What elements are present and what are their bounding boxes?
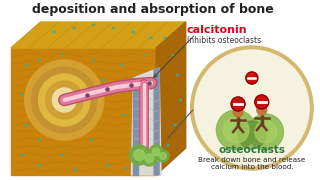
Circle shape — [195, 50, 309, 166]
Circle shape — [149, 145, 163, 159]
Polygon shape — [156, 22, 186, 175]
Circle shape — [238, 121, 266, 149]
Polygon shape — [11, 48, 156, 175]
Circle shape — [157, 150, 169, 162]
Circle shape — [130, 145, 149, 165]
Circle shape — [52, 88, 76, 112]
Text: deposition and absorption of bone: deposition and absorption of bone — [32, 3, 274, 15]
Polygon shape — [133, 78, 138, 175]
Circle shape — [255, 121, 276, 143]
Circle shape — [160, 153, 166, 159]
Circle shape — [216, 110, 256, 150]
Text: calcitonin: calcitonin — [186, 25, 247, 35]
Text: osteoclasts: osteoclasts — [218, 145, 285, 155]
Polygon shape — [132, 68, 161, 175]
Circle shape — [255, 95, 269, 109]
Circle shape — [248, 114, 284, 150]
Circle shape — [145, 154, 154, 162]
Polygon shape — [154, 68, 159, 175]
Circle shape — [246, 72, 258, 84]
Circle shape — [191, 46, 313, 170]
Circle shape — [223, 117, 249, 143]
Circle shape — [152, 148, 160, 156]
Circle shape — [233, 107, 243, 117]
Text: Inhibits osteoclasts: Inhibits osteoclasts — [187, 35, 261, 44]
Circle shape — [32, 67, 97, 133]
Circle shape — [25, 60, 104, 140]
Text: Break down bone and release: Break down bone and release — [198, 157, 306, 163]
Circle shape — [141, 150, 157, 166]
Text: calcium into the blood.: calcium into the blood. — [211, 164, 293, 170]
Circle shape — [39, 74, 90, 126]
Circle shape — [231, 97, 245, 111]
Circle shape — [134, 150, 145, 161]
Circle shape — [257, 105, 267, 115]
Polygon shape — [11, 22, 186, 48]
Circle shape — [45, 81, 83, 119]
